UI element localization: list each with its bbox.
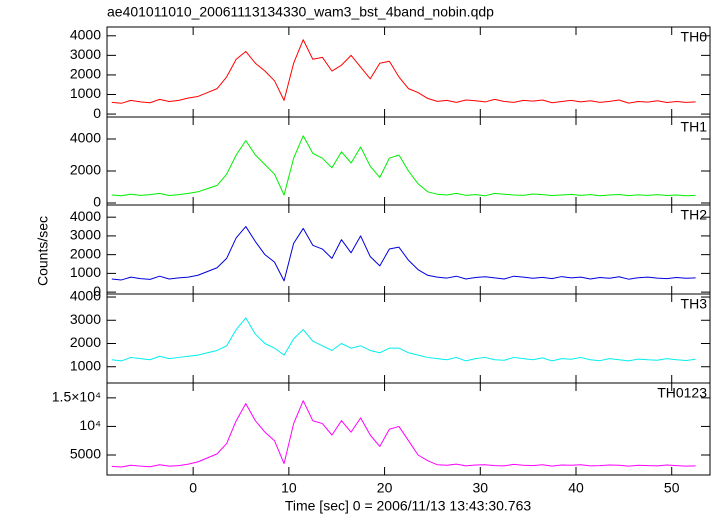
x-axis-label: Time [sec] 0 = 2006/11/13 13:43:30.763 xyxy=(285,498,532,514)
data-line xyxy=(111,226,696,282)
panel-label: TH0123 xyxy=(657,385,707,401)
x-tick-label: 30 xyxy=(472,480,488,496)
y-tick-label: 3000 xyxy=(70,46,101,62)
panel-frame xyxy=(106,382,711,476)
y-tick-label: 4000 xyxy=(70,130,101,146)
y-tick-label: 2000 xyxy=(70,245,101,261)
y-tick-label: 1000 xyxy=(70,264,101,280)
x-tick-label: 10 xyxy=(281,480,297,496)
panel-label: TH0 xyxy=(681,29,708,45)
panel-frame xyxy=(106,293,711,384)
y-tick-label: 2000 xyxy=(70,66,101,82)
y-tick-label: 3000 xyxy=(70,311,101,327)
y-tick-label: 10⁴ xyxy=(79,417,101,433)
y-tick-label: 3000 xyxy=(70,227,101,243)
y-tick-label: 0 xyxy=(93,283,101,299)
panel-label: TH3 xyxy=(681,296,708,312)
y-tick-label: 0 xyxy=(93,194,101,210)
y-tick-label: 1.5×10⁴ xyxy=(52,389,101,405)
x-tick-label: 0 xyxy=(189,480,197,496)
x-tick-label: 50 xyxy=(664,480,680,496)
panel-frame xyxy=(106,204,711,295)
panel-label: TH1 xyxy=(681,119,708,135)
y-tick-label: 5000 xyxy=(70,446,101,462)
data-line xyxy=(111,317,696,362)
y-tick-label: 4000 xyxy=(70,288,101,304)
panel-frame xyxy=(106,26,711,118)
y-tick-label: 2000 xyxy=(70,162,101,178)
y-tick-label: 4000 xyxy=(70,27,101,43)
x-tick-label: 20 xyxy=(377,480,393,496)
data-line xyxy=(111,135,696,197)
y-tick-label: 1000 xyxy=(70,85,101,101)
y-tick-label: 1000 xyxy=(70,357,101,373)
y-tick-label: 2000 xyxy=(70,334,101,350)
y-tick-label: 4000 xyxy=(70,208,101,224)
chart-title: ae401011010_20061113134330_wam3_bst_4ban… xyxy=(107,4,494,20)
data-line xyxy=(111,39,696,104)
y-axis-label: Counts/sec xyxy=(35,216,51,286)
y-tick-label: 0 xyxy=(93,105,101,121)
data-line xyxy=(111,400,696,468)
x-tick-label: 40 xyxy=(568,480,584,496)
panel-label: TH2 xyxy=(681,207,708,223)
